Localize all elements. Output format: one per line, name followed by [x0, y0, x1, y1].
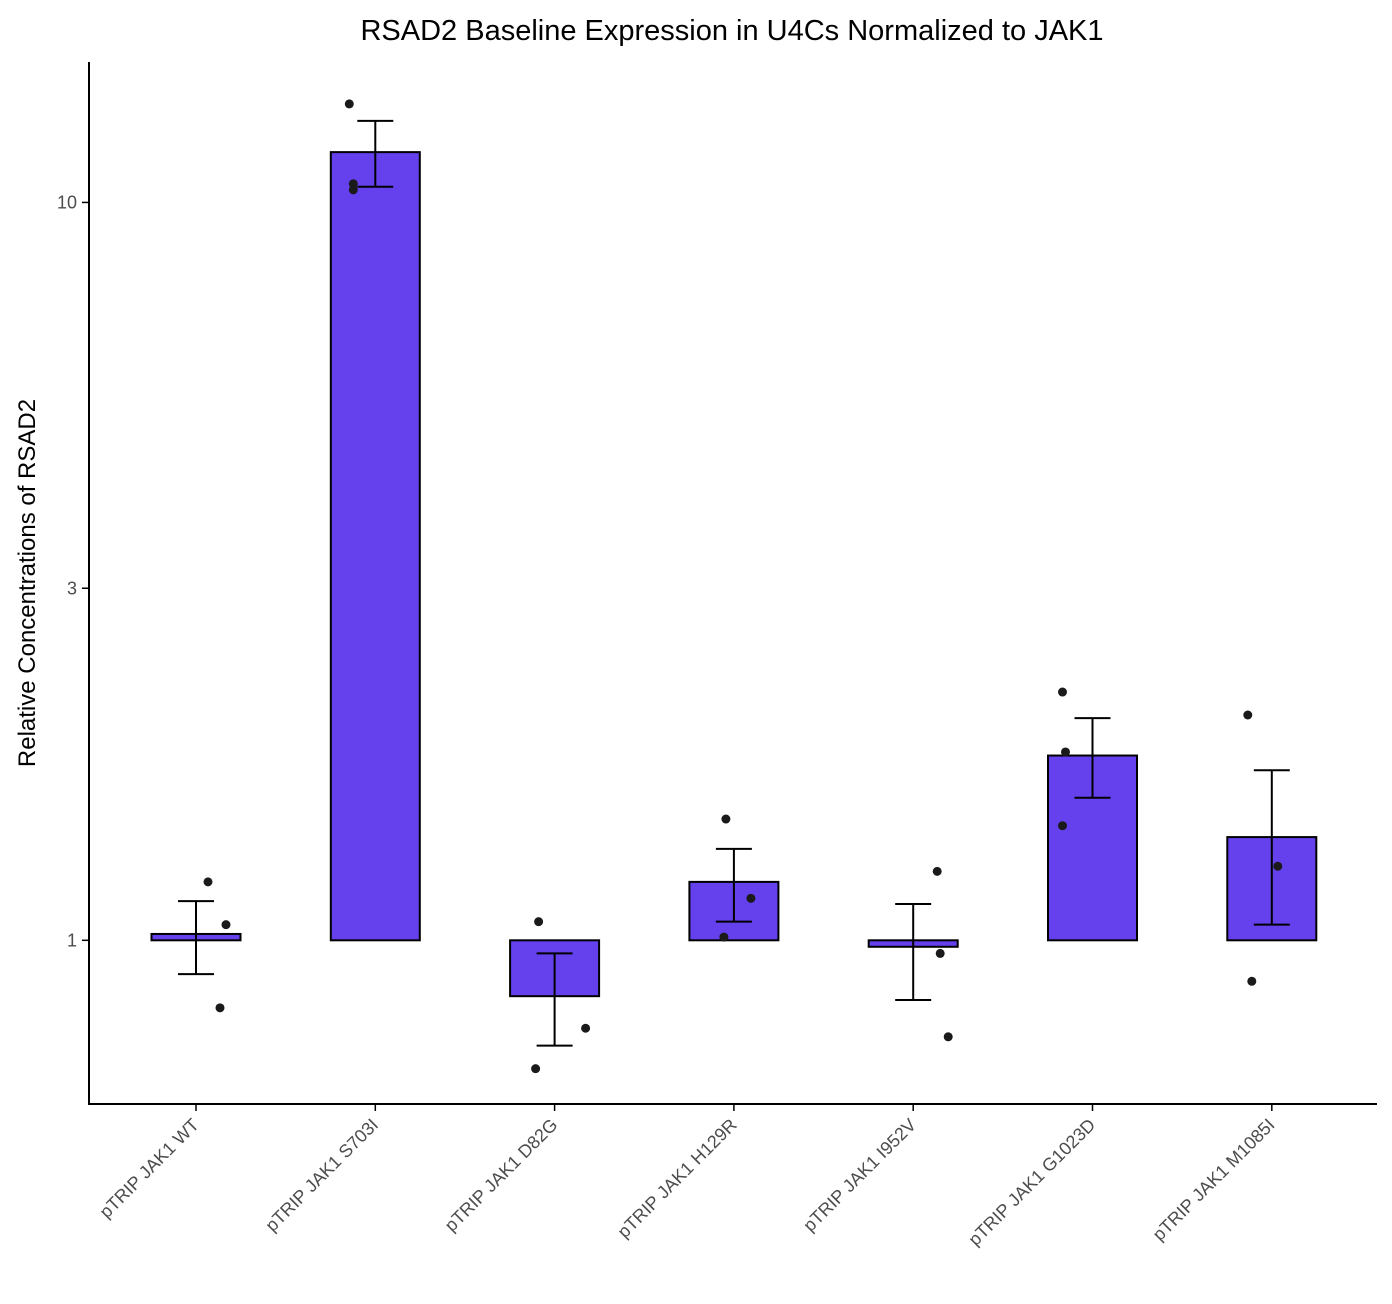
plot-area: [150, 99, 1318, 1074]
x-tick-label: pTRIP JAK1 M1085I: [1149, 1115, 1279, 1245]
data-point: [719, 932, 729, 942]
y-axis-ticks: 1 3 10: [57, 192, 89, 950]
data-point: [531, 1064, 541, 1074]
data-point: [943, 1032, 953, 1042]
y-axis-title: Relative Concentrations of RSAD2: [14, 399, 41, 767]
data-point: [1247, 976, 1257, 986]
data-point: [581, 1023, 591, 1033]
data-point: [1058, 687, 1067, 697]
x-tick-label: pTRIP JAK1 S703I: [261, 1115, 382, 1236]
x-tick-label: pTRIP JAK1 H129R: [614, 1115, 741, 1242]
data-point: [1243, 710, 1253, 720]
x-tick-label: pTRIP JAK1 WT: [96, 1115, 203, 1222]
data-point: [721, 814, 731, 824]
y-tick-label: 1: [67, 930, 77, 950]
data-point: [1273, 861, 1283, 871]
y-tick-label: 3: [67, 578, 77, 598]
data-point: [1058, 821, 1067, 831]
data-point: [1061, 747, 1070, 757]
x-tick-label: pTRIP JAK1 I952V: [799, 1115, 920, 1236]
chart-title: RSAD2 Baseline Expression in U4Cs Normal…: [360, 15, 1103, 47]
data-point: [203, 877, 213, 887]
data-point: [935, 948, 945, 958]
x-axis-ticks: pTRIP JAK1 WT pTRIP JAK1 S703I pTRIP JAK1 …: [96, 1104, 1279, 1250]
data-point: [746, 893, 756, 903]
data-point: [344, 99, 354, 109]
data-point: [534, 917, 544, 927]
x-tick-label: pTRIP JAK1 G1023D: [964, 1115, 1099, 1250]
y-tick-label: 10: [57, 192, 77, 212]
bar: [329, 151, 421, 942]
data-point: [221, 920, 231, 930]
data-point: [215, 1003, 225, 1013]
data-point: [348, 185, 358, 195]
x-tick-label: pTRIP JAK1 D82G: [441, 1115, 562, 1236]
data-point: [932, 866, 942, 876]
